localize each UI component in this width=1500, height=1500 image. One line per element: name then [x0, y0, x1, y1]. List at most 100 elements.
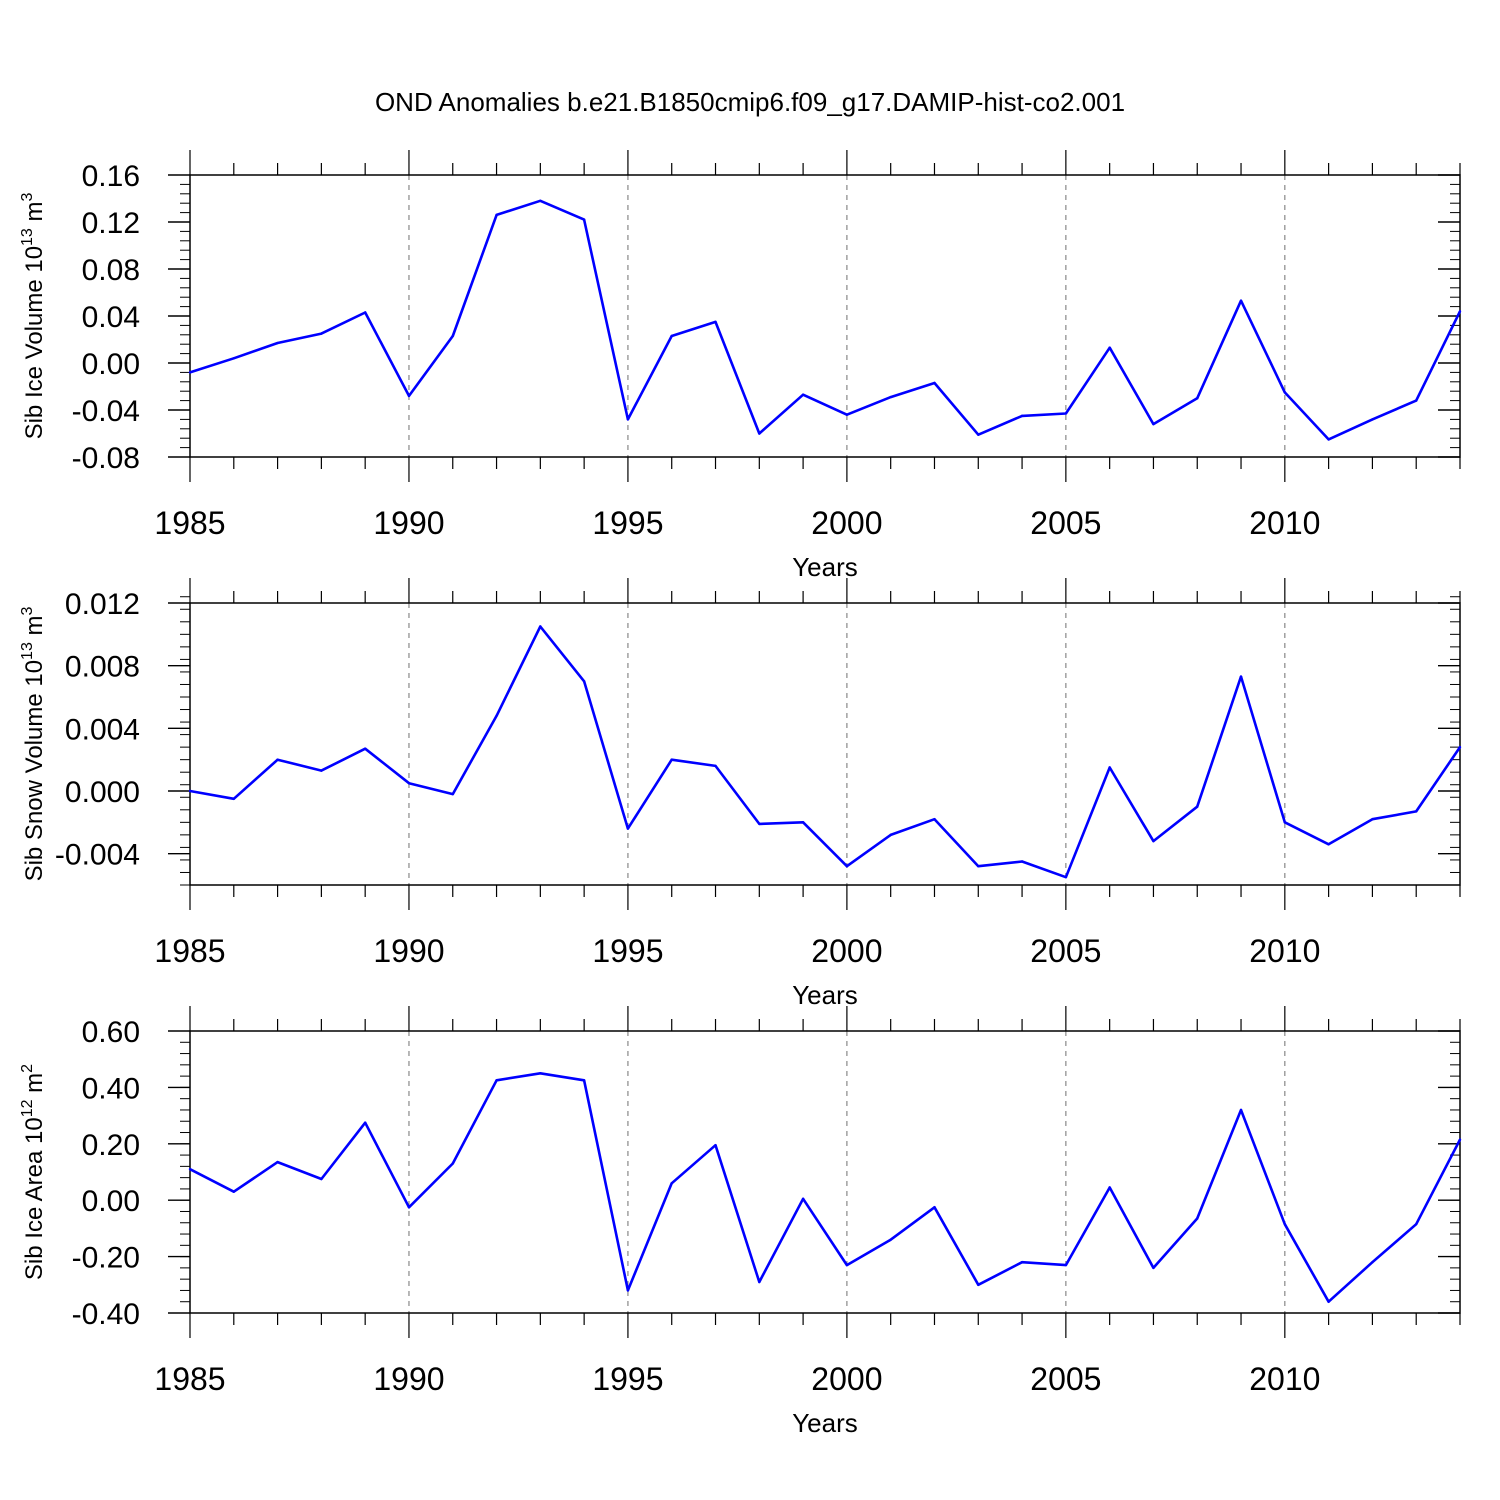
panels: -0.08 -0.04 0.00 0.04 0.08 0.12 0.16 1985 1990 19…: [19, 150, 1462, 1438]
data-point-2004: [1020, 414, 1024, 418]
data-point-2004: [1020, 1261, 1024, 1264]
data-point-1992: [495, 213, 498, 217]
y-axis-title: Sib Ice Area 1012 m2: [19, 1064, 48, 1280]
data-point-1992: [495, 714, 498, 717]
data-point-2012: [1371, 418, 1374, 421]
data-point-2012: [1371, 1261, 1374, 1264]
y-tick-label: 0.04: [82, 301, 140, 334]
data-point-1999: [801, 1197, 805, 1200]
data-point-1986: [232, 357, 235, 360]
y-axis-title-main: Sib Snow Volume 10: [21, 660, 48, 881]
data-point-1988: [320, 332, 323, 335]
y-tick-label: 0.008: [65, 651, 140, 684]
y-axis-title-unit: m: [21, 1073, 48, 1100]
data-point-2009: [1239, 675, 1243, 678]
data-point-2010: [1283, 821, 1287, 824]
x-tick-label-2010: 2010: [1249, 1361, 1320, 1397]
data-point-2011: [1327, 843, 1330, 846]
y-tick-label: 0.004: [65, 713, 140, 746]
data-point-2000: [845, 865, 849, 868]
y-axis-title-unit-exponent: 3: [19, 192, 36, 201]
data-point-1990: [407, 1206, 411, 1209]
data-point-2011: [1327, 1300, 1330, 1303]
data-point-2008: [1196, 1217, 1199, 1220]
data-point-1989: [363, 311, 367, 314]
x-tick-label-2005: 2005: [1030, 505, 1101, 541]
data-point-2013: [1415, 1222, 1418, 1226]
y-tick-label: 0.00: [82, 348, 140, 381]
data-point-1996: [670, 334, 673, 338]
data-point-1986: [232, 797, 235, 801]
y-tick-label: -0.004: [55, 839, 140, 872]
x-tick-label-1985: 1985: [154, 933, 225, 969]
data-point-1988: [320, 1177, 323, 1181]
data-point-1985: [188, 371, 192, 374]
data-point-2001: [889, 395, 892, 399]
series-line-sib-snow-volume: [189, 625, 1462, 879]
data-point-2000: [845, 1263, 849, 1267]
data-point-1994: [582, 218, 586, 221]
data-point-1991: [451, 1162, 454, 1165]
data-point-2006: [1108, 766, 1111, 769]
data-point-2003: [977, 433, 980, 436]
x-tick-label-1985: 1985: [154, 1361, 225, 1397]
y-axis-title-unit: m: [21, 615, 48, 642]
data-point-2007: [1152, 1266, 1155, 1270]
data-point-2000: [845, 413, 849, 416]
y-tick-label: -0.08: [72, 442, 140, 475]
data-point-2013: [1415, 810, 1418, 813]
data-point-2002: [933, 818, 936, 821]
figure-title: OND Anomalies b.e21.B1850cmip6.f09_g17.D…: [375, 87, 1125, 117]
data-point-2012: [1371, 818, 1374, 821]
data-point-1996: [670, 758, 673, 761]
series-line-sib-ice-volume: [189, 199, 1462, 441]
data-point-1985: [188, 1167, 192, 1171]
y-axis-title-unit-exponent: 3: [19, 606, 36, 615]
y-tick-label: 0.20: [82, 1129, 140, 1162]
data-point-2006: [1108, 1186, 1111, 1189]
x-tick-label-1995: 1995: [592, 1361, 663, 1397]
data-point-2008: [1196, 805, 1199, 808]
data-point-1998: [758, 432, 761, 435]
data-point-1998: [758, 822, 761, 826]
data-point-2008: [1196, 397, 1199, 400]
data-point-2007: [1152, 839, 1155, 843]
x-tick-label-2010: 2010: [1249, 505, 1320, 541]
data-point-1987: [276, 1160, 279, 1164]
y-axis-title-exponent: 12: [19, 1099, 36, 1117]
data-point-1987: [276, 758, 279, 761]
y-tick-label: 0.000: [65, 776, 140, 809]
x-tick-label-1990: 1990: [373, 505, 444, 541]
data-point-2001: [889, 833, 892, 837]
data-point-1989: [363, 747, 367, 750]
y-axis-title-main: Sib Ice Volume 10: [21, 246, 48, 439]
y-axis-title-unit-exponent: 2: [19, 1064, 36, 1073]
x-axis-title: Years: [792, 552, 858, 582]
data-point-1989: [363, 1121, 367, 1124]
x-axis-title: Years: [792, 1408, 858, 1438]
data-point-1999: [801, 393, 805, 396]
data-point-2005: [1064, 412, 1068, 415]
x-tick-label-1995: 1995: [592, 933, 663, 969]
y-tick-label: -0.04: [72, 395, 140, 428]
y-tick-label: -0.40: [72, 1298, 140, 1331]
data-point-1997: [714, 1144, 717, 1147]
y-tick-label: 0.40: [82, 1072, 140, 1105]
data-point-1986: [232, 1190, 235, 1193]
y-tick-label: 0.012: [65, 588, 140, 621]
y-tick-label: 0.16: [82, 160, 140, 193]
data-point-2009: [1239, 1108, 1243, 1112]
panel-3: -0.40 -0.20 0.00 0.20 0.40 0.60 1985 1990 1995 20…: [19, 1006, 1462, 1438]
plot-frame: [189, 1030, 1461, 1314]
x-tick-label-1990: 1990: [373, 1361, 444, 1397]
data-point-1997: [714, 764, 717, 768]
data-point-1985: [188, 789, 192, 793]
data-point-1993: [539, 1072, 542, 1075]
x-tick-label-1990: 1990: [373, 933, 444, 969]
data-point-1992: [495, 1079, 498, 1082]
data-point-1999: [801, 821, 805, 824]
y-tick-label: 0.60: [82, 1016, 140, 1049]
x-tick-label-2005: 2005: [1030, 933, 1101, 969]
data-point-2009: [1239, 299, 1243, 302]
data-point-1994: [582, 1079, 586, 1082]
